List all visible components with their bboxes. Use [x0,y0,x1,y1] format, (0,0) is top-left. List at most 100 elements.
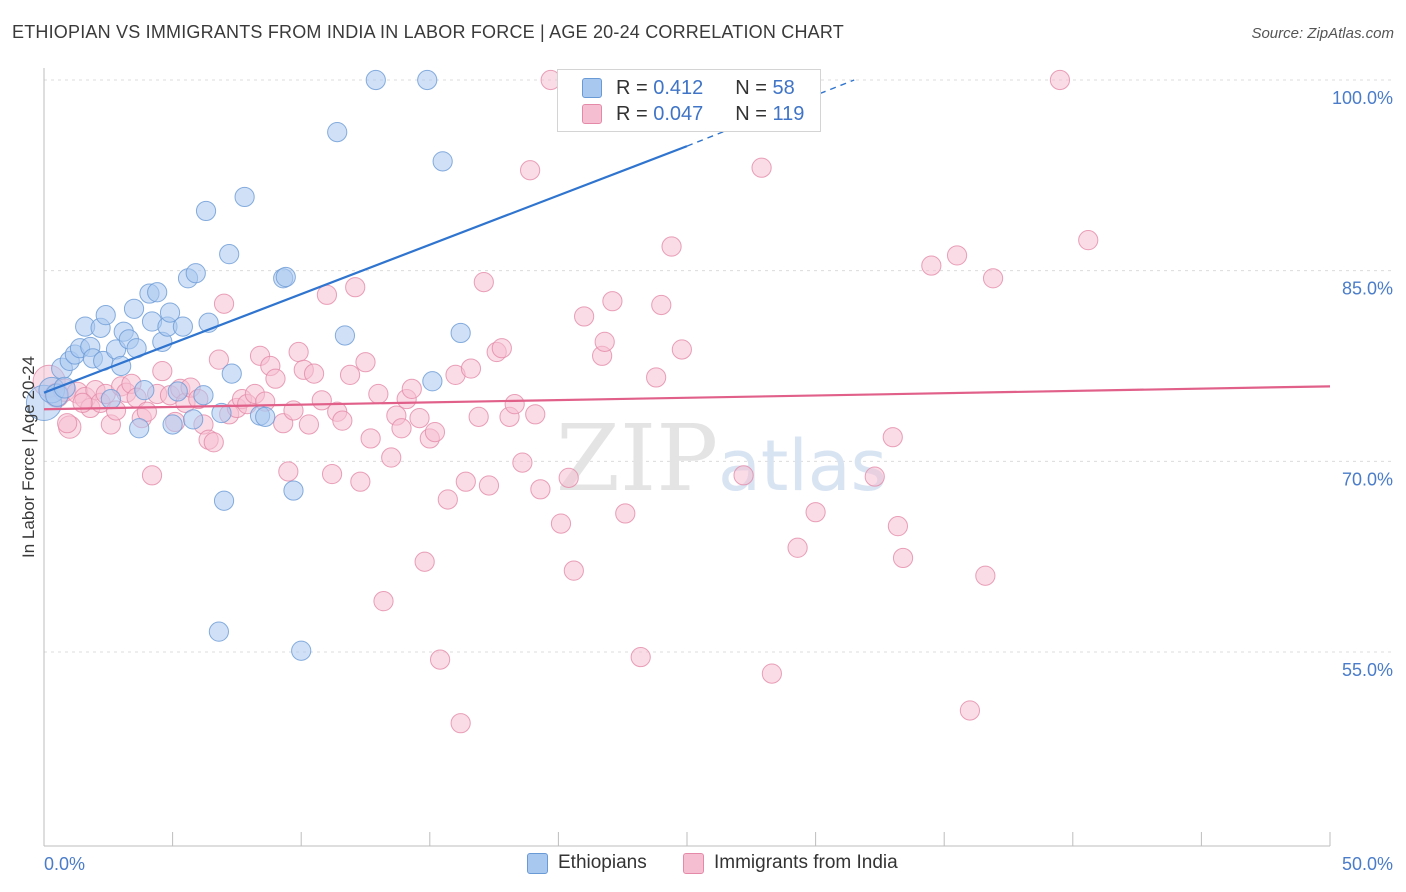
source-label: Source: ZipAtlas.com [1251,25,1394,42]
india-point [921,255,942,276]
ethiopian-point [95,305,116,326]
india-point [401,378,422,399]
india-point [321,463,343,485]
y-tick-label: 85.0% [1342,279,1393,299]
india-trend-line [43,385,1331,411]
ethiopian-point [417,69,438,91]
legend-row-ethiopians: R = 0.412 N = 58 [582,75,795,101]
ethiopian-point [211,402,232,424]
india-point [288,341,309,363]
india-point [355,352,376,373]
y-axis-label: In Labor Force | Age 20-24 [19,356,38,558]
india-point [646,367,667,388]
ethiopian-point [221,363,242,384]
india-point [751,157,772,178]
ethiopian-point [327,122,348,143]
ethiopian-point [167,381,188,402]
india-point [615,503,636,524]
legend-n-value: 58 [772,76,795,99]
legend-r-value: 0.412 [653,76,704,99]
ethiopian-point [275,266,296,288]
y-tick-label: 70.0% [1342,469,1393,489]
y-tick-label: 100.0% [1332,88,1393,108]
legend-r-value: 0.047 [653,102,704,125]
india-point [504,394,525,415]
india-point [946,245,968,266]
pink-swatch-icon [582,104,602,124]
legend-item-label: Ethiopians [558,852,647,873]
legend-item-india[interactable]: Immigrants from India [683,852,898,874]
india-point [473,272,494,293]
ethiopian-point [147,282,168,303]
india-point [360,428,381,449]
india-point [424,421,446,443]
india-point [594,331,615,352]
india-point [278,461,299,482]
india-point [887,516,909,537]
india-point [57,413,78,434]
legend-row-india: R = 0.047 N = 119 [582,101,804,127]
india-point [574,306,595,327]
india-point [520,160,541,181]
india-point [460,358,482,379]
india-point [298,414,320,435]
india-point [1049,69,1071,91]
india-point [208,349,229,370]
ethiopian-point [213,490,235,511]
india-point [525,404,546,425]
ethiopian-point [208,621,229,642]
india-point [1078,230,1099,251]
ethiopian-point [159,302,181,323]
ethiopian-point [100,388,121,410]
india-point [530,479,551,500]
chart-title: ETHIOPIAN VS IMMIGRANTS FROM INDIA IN LA… [12,22,844,42]
india-point [563,560,584,581]
india-point [316,284,338,305]
india-point [478,475,500,496]
ethiopian-point [123,298,145,319]
india-point [265,368,286,389]
india-point [882,427,903,448]
india-point [959,700,981,721]
india-point [213,293,235,314]
india-point [630,646,651,668]
india-point [429,649,451,670]
india-point [332,410,353,431]
ethiopian-point [193,385,214,406]
ethiopian-point [234,186,255,208]
india-point [787,537,808,558]
india-point [203,432,224,453]
india-point [602,291,623,312]
ethiopian-point [255,406,276,427]
ethiopian-point [422,371,443,392]
blue-swatch-icon [527,852,548,874]
india-point [892,547,914,569]
blue-swatch-icon [582,78,602,98]
india-point [409,408,430,429]
india-point [152,360,173,382]
india-point [550,513,572,534]
legend-item-ethiopians[interactable]: Ethiopians [527,852,647,874]
india-point [558,467,579,488]
ethiopian-point [291,640,312,661]
legend-n-label: N = [735,76,767,99]
ethiopian-point [195,200,217,222]
india-point [661,236,682,257]
correlation-legend: R = 0.412 N = 58 R = 0.047 N = 119 [557,69,821,132]
series-legend: Ethiopians Immigrants from India [0,852,1406,878]
india-point [437,489,458,510]
ethiopian-point [185,263,206,284]
india-point [651,294,672,316]
legend-item-label: Immigrants from India [714,852,898,873]
ethiopian-point [283,480,304,501]
y-tick-label: 55.0% [1342,660,1393,680]
india-point [414,551,435,572]
ethiopian-point [183,409,204,430]
x-axis-ticks [172,832,1331,846]
x-tick-label-min: 0.0% [44,854,85,874]
india-point [381,447,402,468]
ethiopian-point [172,316,193,337]
india-point [368,383,389,405]
india-point [339,364,361,385]
ethiopian-trend-line [43,145,688,394]
